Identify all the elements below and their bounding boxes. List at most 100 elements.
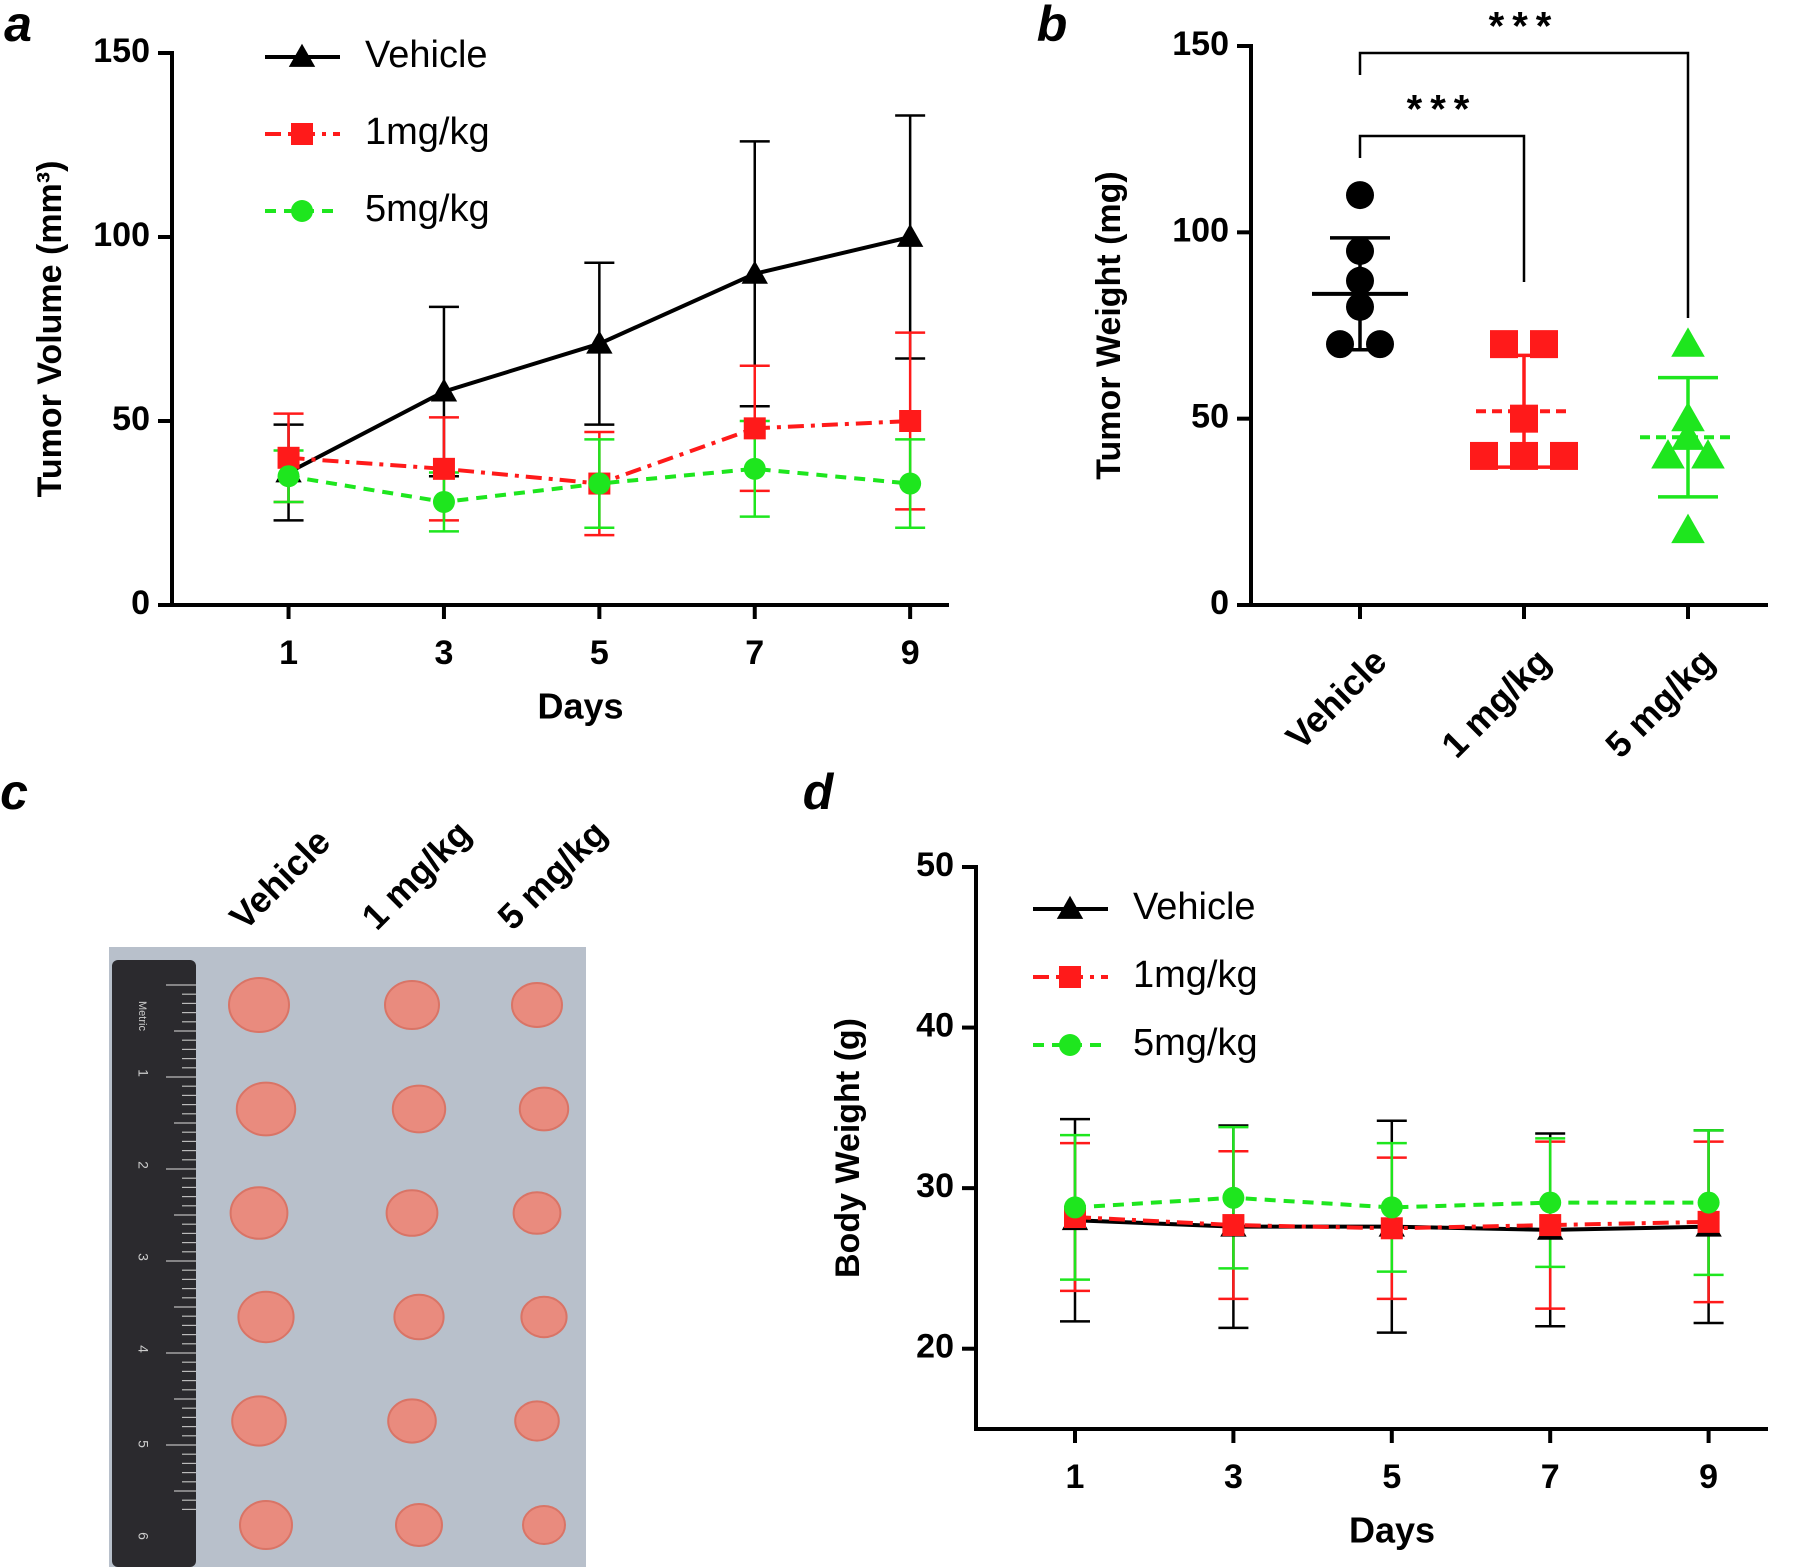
column-label: 1 mg/kg <box>353 812 478 937</box>
point <box>1530 330 1558 359</box>
x-tick-label: Vehicle <box>1278 640 1395 757</box>
column-label: Vehicle <box>221 821 338 938</box>
legend-marker <box>1059 1034 1081 1056</box>
x-tick-label: 9 <box>901 634 920 672</box>
point <box>1326 330 1354 359</box>
significance-label: *** <box>1489 5 1560 49</box>
significance-bracket <box>1358 134 1526 282</box>
legend-marker <box>288 43 316 67</box>
point <box>1691 439 1725 469</box>
y-tick-label: 150 <box>1172 25 1229 63</box>
x-tick-label: 1 <box>279 634 298 672</box>
point <box>1346 181 1374 210</box>
y-tick-label: 0 <box>1210 584 1229 622</box>
tumor <box>387 1398 437 1444</box>
point <box>1671 327 1705 357</box>
tumor <box>522 1505 566 1545</box>
legend-label: 5mg/kg <box>365 188 490 230</box>
ruler-label: 5 <box>135 1440 151 1448</box>
tumor <box>235 1081 297 1137</box>
legend-label: 1mg/kg <box>1133 954 1258 996</box>
point <box>1550 441 1578 470</box>
tumor <box>239 1500 293 1550</box>
y-tick-label: 0 <box>131 584 150 622</box>
point <box>1490 330 1518 359</box>
tumor <box>518 1086 570 1132</box>
point <box>1539 1214 1562 1237</box>
x-tick-label: 5 mg/kg <box>1597 640 1722 765</box>
point <box>899 472 922 495</box>
y-tick-label: 50 <box>1191 398 1229 436</box>
x-tick-label: 5 <box>590 634 609 672</box>
ruler <box>112 960 196 1567</box>
ruler-label: 6 <box>135 1532 151 1540</box>
series-line <box>1074 1195 1709 1210</box>
point <box>896 223 924 247</box>
point <box>1366 330 1394 359</box>
legend-label: 1mg/kg <box>365 111 490 153</box>
point <box>277 446 300 469</box>
y-axis-title: Body Weight (g) <box>829 1018 867 1278</box>
y-tick-label: 100 <box>93 216 150 254</box>
significance-label: *** <box>1407 88 1478 132</box>
point <box>741 260 768 284</box>
point <box>1064 1196 1086 1219</box>
y-tick-label: 50 <box>112 400 150 438</box>
tumor <box>385 1189 439 1237</box>
legend-marker <box>1059 966 1081 988</box>
point <box>277 465 300 488</box>
point <box>1380 1196 1403 1219</box>
tumor <box>520 1295 568 1339</box>
x-tick-label: 1 <box>1066 1458 1085 1496</box>
ruler-label: 1 <box>135 1069 151 1077</box>
point <box>586 330 613 354</box>
tumor <box>237 1290 295 1344</box>
y-tick-label: 150 <box>93 32 150 70</box>
point <box>432 490 455 513</box>
ruler-label: 4 <box>135 1345 151 1353</box>
significance-bracket <box>1358 51 1690 318</box>
legend-label: 5mg/kg <box>1133 1022 1258 1064</box>
tumor <box>231 1395 287 1447</box>
panel-letter: c <box>0 764 28 820</box>
point <box>1222 1214 1245 1237</box>
y-axis-title: Tumor Volume (mm³) <box>31 161 69 498</box>
legend-label: Vehicle <box>1133 886 1256 928</box>
y-tick-label: 100 <box>1172 211 1229 249</box>
panel-letter: d <box>803 764 835 820</box>
point <box>1697 1210 1720 1233</box>
point <box>1539 1191 1562 1214</box>
point <box>1470 441 1498 470</box>
point <box>1222 1186 1245 1209</box>
tumor <box>514 1400 560 1442</box>
y-tick-label: 40 <box>916 1007 954 1045</box>
legend-marker <box>291 123 313 145</box>
y-tick-label: 20 <box>916 1328 954 1366</box>
x-tick-label: 1 mg/kg <box>1433 640 1558 765</box>
tumor <box>512 1191 562 1235</box>
x-tick-label: 9 <box>1699 1458 1718 1496</box>
point <box>432 457 455 480</box>
tumor <box>391 1084 447 1134</box>
legend-marker <box>291 200 313 222</box>
point <box>743 417 766 440</box>
point <box>899 410 922 432</box>
point <box>430 378 458 402</box>
point <box>1671 513 1705 544</box>
legend-label: Vehicle <box>365 34 488 76</box>
point <box>1651 439 1685 469</box>
panel-letter: b <box>1037 0 1068 52</box>
tumor <box>393 1293 445 1341</box>
ruler-label: 3 <box>135 1253 151 1261</box>
tumor <box>395 1503 443 1547</box>
x-tick-label: 3 <box>434 634 453 672</box>
tumor <box>228 977 290 1033</box>
column-label: 5 mg/kg <box>489 812 614 937</box>
tumor <box>229 1186 289 1240</box>
point <box>1380 1217 1403 1240</box>
point <box>1697 1191 1720 1214</box>
x-tick-label: 7 <box>745 634 764 672</box>
tumor <box>511 982 563 1028</box>
legend-marker <box>1056 895 1084 919</box>
